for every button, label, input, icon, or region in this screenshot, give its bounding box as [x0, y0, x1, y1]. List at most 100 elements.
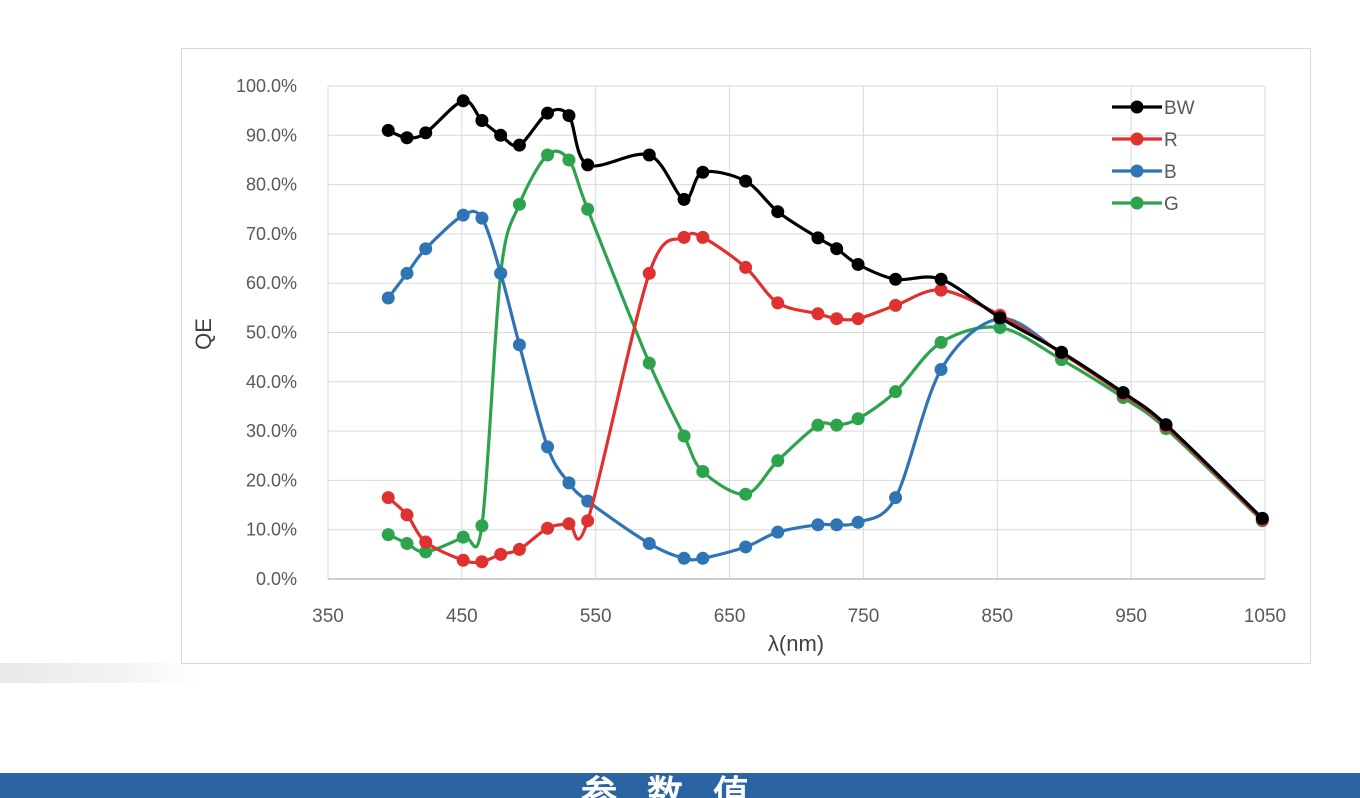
data-point-b	[934, 362, 948, 376]
grid-lines	[327, 85, 1266, 580]
x-tick-label: 650	[714, 606, 746, 627]
x-tick-label: 950	[1115, 606, 1147, 627]
data-point-bw	[475, 114, 489, 128]
data-point-g	[381, 528, 395, 542]
data-point-b	[541, 440, 555, 454]
y-tick-label: 20.0%	[246, 470, 297, 490]
y-tick-label: 90.0%	[246, 125, 297, 145]
data-point-bw	[562, 109, 576, 123]
data-point-b	[739, 540, 753, 554]
legend-item-bw: BW	[1112, 98, 1195, 119]
data-point-g	[889, 385, 903, 399]
data-point-b	[696, 551, 710, 565]
data-point-r	[494, 547, 508, 561]
data-point-g	[400, 537, 414, 551]
data-point-b	[475, 211, 489, 225]
y-tick-label: 80.0%	[246, 175, 297, 195]
legend-label: R	[1164, 130, 1178, 151]
x-tick-label: 1050	[1244, 606, 1286, 627]
data-point-bw	[696, 165, 710, 179]
data-point-bw	[381, 123, 395, 137]
series-b	[381, 208, 1269, 565]
data-point-g	[771, 454, 785, 468]
qe-line-chart: 350 450 550 650 750 850 950 1050 0.0% 10.0% 20.0% 3…	[191, 76, 1286, 656]
data-point-g	[851, 412, 865, 426]
data-point-g	[696, 465, 710, 479]
series-line-b	[386, 209, 1264, 562]
data-point-r	[811, 307, 825, 321]
legend: BW RBG	[1112, 98, 1195, 215]
legend-swatch-marker	[1130, 196, 1144, 210]
axes: 350 450 550 650 750 850 950 1050 0.0% 10.0% 20.0% 3…	[236, 76, 1286, 627]
data-point-g	[541, 148, 555, 162]
series-line-g	[387, 149, 1264, 554]
legend-label: B	[1164, 162, 1177, 183]
data-point-g	[739, 487, 753, 501]
data-point-r	[541, 521, 555, 535]
legend-swatch-marker	[1130, 164, 1144, 178]
data-point-bw	[811, 231, 825, 245]
data-point-bw	[1255, 511, 1269, 525]
x-tick-label: 350	[312, 606, 344, 627]
data-point-g	[562, 153, 576, 167]
data-point-r	[475, 555, 489, 569]
data-point-bw	[1116, 386, 1130, 400]
data-point-b	[677, 551, 691, 565]
legend-label: G	[1164, 194, 1179, 215]
data-point-b	[419, 242, 433, 256]
data-point-bw	[642, 148, 656, 162]
data-point-g	[811, 418, 825, 432]
banner-title: 参数值	[580, 774, 779, 798]
data-point-b	[456, 208, 470, 222]
series-g	[381, 148, 1269, 559]
y-tick-label: 10.0%	[246, 520, 297, 540]
data-point-bw	[851, 257, 865, 271]
data-point-g	[581, 202, 595, 216]
data-point-r	[581, 514, 595, 528]
chart-frame: 350 450 550 650 750 850 950 1050 0.0% 10.0% 20.0% 3…	[181, 48, 1311, 664]
data-point-bw	[993, 311, 1007, 325]
x-tick-label: 550	[580, 606, 612, 627]
data-point-bw	[419, 126, 433, 140]
data-point-r	[771, 296, 785, 310]
data-point-g	[475, 519, 489, 533]
legend-item-r: R	[1112, 130, 1178, 151]
data-point-bw	[494, 128, 508, 142]
data-point-bw	[456, 94, 470, 108]
data-point-b	[494, 266, 508, 280]
data-point-bw	[771, 205, 785, 219]
y-tick-label: 0.0%	[256, 569, 297, 589]
decorative-fade	[0, 663, 200, 683]
data-point-bw	[512, 138, 526, 152]
data-point-b	[771, 525, 785, 539]
series-bw	[381, 94, 1269, 525]
data-point-bw	[934, 272, 948, 286]
x-axis-label: λ(nm)	[768, 631, 824, 656]
data-point-r	[889, 298, 903, 312]
data-point-b	[642, 537, 656, 551]
y-tick-label: 30.0%	[246, 421, 297, 441]
legend-swatch-marker	[1130, 100, 1144, 114]
y-tick-label: 40.0%	[246, 372, 297, 392]
data-point-b	[400, 266, 414, 280]
legend-label: BW	[1164, 98, 1195, 119]
legend-item-g: G	[1112, 194, 1179, 215]
data-point-bw	[677, 192, 691, 206]
y-tick-label: 60.0%	[246, 273, 297, 293]
data-point-b	[851, 515, 865, 529]
data-point-g	[512, 197, 526, 211]
data-point-r	[642, 266, 656, 280]
x-tick-label: 850	[981, 606, 1013, 627]
data-point-bw	[581, 158, 595, 172]
data-point-r	[381, 491, 395, 505]
data-point-bw	[889, 272, 903, 286]
data-point-g	[456, 530, 470, 544]
data-point-bw	[739, 174, 753, 188]
data-point-g	[830, 418, 844, 432]
data-point-bw	[1159, 418, 1173, 432]
data-point-r	[696, 230, 710, 244]
data-point-g	[642, 356, 656, 370]
data-point-r	[830, 312, 844, 326]
data-point-bw	[1055, 345, 1069, 359]
